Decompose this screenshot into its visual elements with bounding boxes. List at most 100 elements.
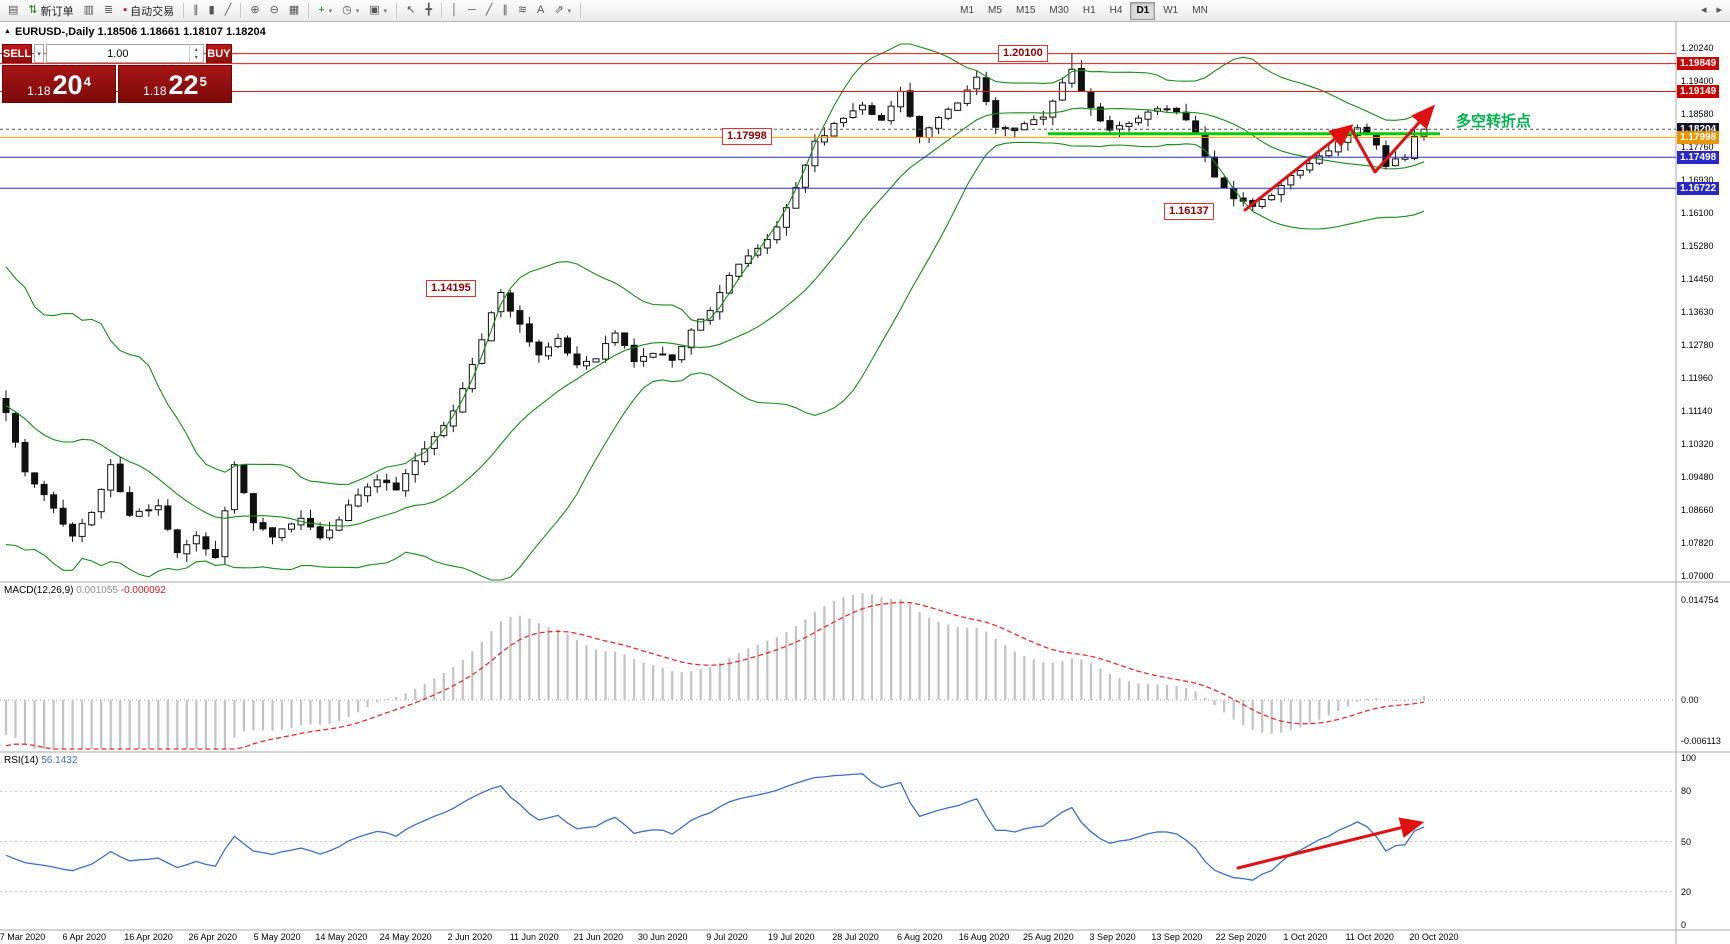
timeframe-m5-button[interactable]: M5 [988,4,1002,16]
price-axis-tick: 1.16100 [1681,208,1714,219]
toolbar-zoom-in-button[interactable]: ⊕ [245,1,264,21]
toolbar-trendline-button[interactable]: ╱ [481,1,498,21]
toolbar-market-watch-button[interactable]: ≣ [99,1,118,21]
sell-price-big: 20 [52,70,83,100]
buy-price-button[interactable]: 1.18 22 5 [118,65,232,103]
timeframe-w1-button[interactable]: W1 [1163,4,1179,16]
price-axis-tick: 1.15280 [1681,240,1714,251]
collapse-triangle-icon[interactable]: ▲ [4,28,11,35]
price-axis-tick: 1.17760 [1681,141,1714,152]
toolbar-separator [240,3,242,18]
up-trend-arrow-1 [1243,124,1354,212]
toolbar-cursor-button[interactable]: ↖ [401,1,420,21]
price-annotation-level_mid[interactable]: 1.17998 [722,128,772,146]
sell-price-sup: 4 [83,74,91,89]
timeframe-toolbar: M1 M5 M15 M30 H1 H4 D1 W1 MN [953,1,1215,20]
spinner-up-icon[interactable]: ▴ [194,46,198,53]
timeframe-m30-button[interactable]: M30 [1049,4,1069,16]
toolbar-separator [308,3,310,18]
rsi-axis-label: 50 [1681,836,1692,847]
toolbar-fibonacci-button[interactable]: ≋ [513,1,532,21]
toolbar-indicators-button[interactable]: + ▾ [313,1,337,21]
price-annotation-high_jun[interactable]: 1.14195 [426,280,476,298]
date-axis-label: 14 May 2020 [315,932,368,942]
toolbar-templates-button[interactable]: ▣ ▾ [364,1,392,21]
toolbar-periods-button[interactable]: ◷ ▾ [337,1,364,21]
toolbar-line-chart-button[interactable]: ╱ [220,1,237,21]
toolbar-text-tool-button[interactable]: A [532,1,549,21]
chart-profile-icon: ▥ [83,4,95,16]
date-axis-label: 20 Oct 2020 [1409,932,1459,942]
toolbar-tile-windows-button[interactable]: ▦ [284,1,304,21]
zoom-in-icon: ⊕ [250,4,260,16]
crosshair-icon: ╋ [425,4,433,16]
price-axis-tick: 1.11960 [1681,373,1713,384]
equidistant-channel-icon: ∥ [502,4,508,16]
price-axis-flag-119849: 1.19849 [1677,57,1720,71]
toolbar-group: ∥ ▮ ╱ [188,1,236,21]
price-axis-flag-117498: 1.17498 [1677,150,1720,164]
volume-spinner[interactable]: ▴ ▾ [188,45,203,62]
date-axis-label: 16 Aug 2020 [958,932,1010,942]
toolbar-arrows-tool-button[interactable]: ⇗ ▾ [549,1,576,21]
buy-button[interactable]: BUY [205,44,232,63]
toolbar-new-order-button[interactable]: ⇅ 新订单 [23,1,78,21]
volume-dropdown-button[interactable]: ▾ [34,44,44,63]
date-axis-label: 13 Sep 2020 [1151,932,1203,942]
macd-histogram [4,593,1426,749]
toolbar-equidistant-channel-button[interactable]: ∥ [497,1,513,21]
trend-arrows[interactable] [1243,104,1435,212]
date-axis-label: 3 Sep 2020 [1089,932,1136,942]
spinner-down-icon[interactable]: ▾ [194,54,198,61]
price-axis-tick: 1.18580 [1681,109,1714,120]
toolbar-separator [441,3,443,18]
sell-price-button[interactable]: 1.18 20 4 [2,65,116,103]
volume-field: ▴ ▾ [45,44,204,63]
sell-button[interactable]: SELL [2,44,33,63]
rsi-name: RSI(14) [4,755,39,766]
macd-axis-label: 0.014754 [1681,594,1719,605]
price-annotation-high_sep[interactable]: 1.20100 [998,44,1048,62]
line-chart-icon: ╱ [224,4,232,16]
rsi-value: 56.1432 [41,755,78,766]
volume-input[interactable] [46,45,189,62]
toolbar-separator [183,3,185,18]
toolbar-scroll-right-button[interactable]: ▸ [1711,1,1727,21]
price-annotation-low_sep[interactable]: 1.16137 [1164,202,1214,220]
toolbar-auto-trading-button[interactable]: ▪ 自动交易 [118,1,179,21]
toolbar-vertical-line-button[interactable]: │ [446,1,463,21]
toolbar-new-chart-button[interactable]: ▤ [3,1,23,21]
bull-bear-turning-point-note[interactable]: 多空转折点 [1456,113,1532,130]
timeframe-h1-button[interactable]: H1 [1082,4,1096,16]
new-order-icon: ⇅ [28,4,38,16]
toolbar-zoom-out-button[interactable]: ⊖ [265,1,284,21]
toolbar-chart-profile-button[interactable]: ▥ [79,1,99,21]
toolbar-candlestick-chart-button[interactable]: ▮ [204,1,220,21]
toolbar-scroll-left-button[interactable]: ◂ [1696,1,1712,21]
toolbar-bar-chart-button[interactable]: ∥ [188,1,204,21]
date-axis-label: 26 Apr 2020 [188,932,238,942]
toolbar-crosshair-button[interactable]: ╋ [420,1,437,21]
buy-price-sup: 5 [199,74,207,89]
horizontal-level-lines[interactable] [0,53,1676,189]
timeframe-m15-button[interactable]: M15 [1015,4,1036,16]
chart-title: EURUSD-,Daily 1.18506 1.18661 1.18107 1.… [15,26,266,38]
timeframe-h4-button[interactable]: H4 [1109,4,1123,16]
bollinger-lower [5,141,1425,581]
scroll-left-icon: ◂ [1700,4,1707,16]
toolbar-separator [580,3,582,18]
timeframe-m1-button[interactable]: M1 [960,4,975,16]
macd-pane [0,593,1676,750]
timeframe-mn-button[interactable]: MN [1192,4,1208,16]
timeframe-d1-button[interactable]: D1 [1130,1,1156,20]
price-axis-flag-119149: 1.19149 [1677,85,1720,98]
toolbar-horizontal-line-button[interactable]: ─ [463,1,481,21]
price-axis-tick: 1.11140 [1681,405,1713,416]
toolbar-right-group: ◂ ▸ [1696,1,1727,21]
buy-price-big: 22 [168,70,199,100]
price-axis-tick: 1.13630 [1681,306,1714,317]
rsi-axis-label: 0 [1681,920,1687,930]
